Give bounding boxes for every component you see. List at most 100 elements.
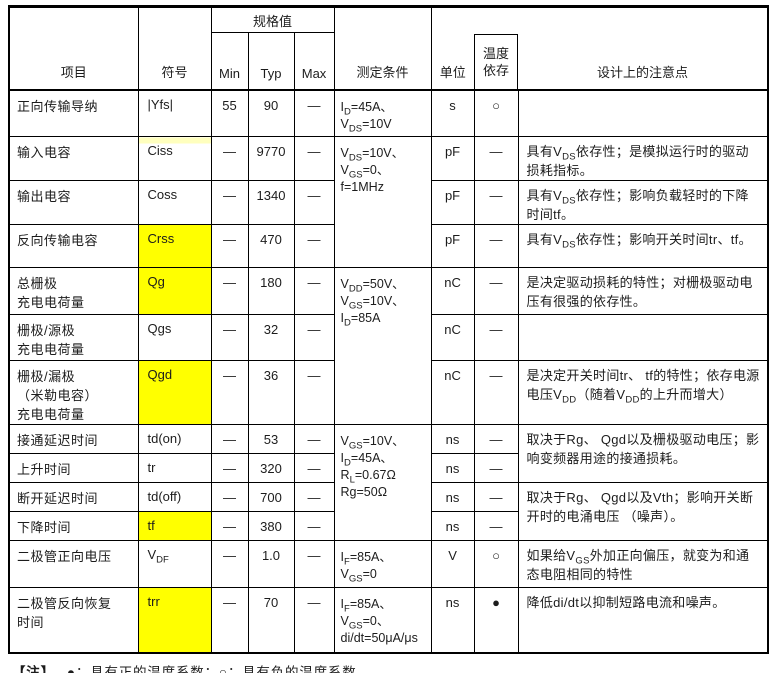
- unit-cell: ns: [430, 587, 475, 653]
- typ-cell: 70: [247, 587, 295, 653]
- conditions-cell: ID=45A、 VDS=10V: [333, 89, 432, 137]
- symbol-cell: |Yfs|: [137, 89, 212, 137]
- symbol-cell: trr: [137, 587, 212, 653]
- max-cell: —: [293, 314, 335, 361]
- max-cell: —: [293, 360, 335, 425]
- table-row: 总栅极 充电电荷量 Qg — 180 — VDD=50V、 VGS=10V、 ID=8…: [8, 267, 769, 425]
- max-cell: —: [293, 540, 335, 588]
- min-cell: —: [210, 136, 249, 181]
- max-cell: —: [293, 587, 335, 653]
- min-cell: —: [210, 314, 249, 361]
- typ-cell: 380: [247, 511, 295, 541]
- unit-cell: ns: [430, 511, 475, 541]
- note-cell: 是决定开关时间tr、 tf的特性；依存电源电压VDD（随着VDD的上升而增大）: [517, 360, 769, 425]
- item-cell: 栅极/漏极 （米勒电容） 充电电荷量: [8, 360, 139, 425]
- note-cell: [517, 89, 769, 137]
- conditions-cell: IF=85A、 VGS=0、 di/dt=50μA/μs: [333, 587, 432, 653]
- col-header-temp-dependence: 温度 依存: [474, 5, 519, 91]
- min-cell: 55: [210, 89, 249, 137]
- table-header-row: 项目 符号 规格值 测定条件 单位 温度 依存 设计上的注意点: [8, 5, 769, 91]
- unit-cell: ns: [430, 424, 475, 454]
- note-cell: 具有VDS依存性；影响负载轻时的下降时间tf。: [517, 180, 769, 225]
- symbol-cell: tf: [137, 511, 212, 541]
- note-cell: 具有VDS依存性；影响开关时间tr、tf。: [517, 224, 769, 268]
- symbol-cell: td(on): [137, 424, 212, 454]
- table-subheader-row: Min Typ Max: [9, 32, 768, 91]
- item-cell: 正向传输导纳: [8, 89, 139, 137]
- table-row: 上升时间 tr — 320 — ns —: [8, 453, 768, 483]
- symbol-cell: VDF: [137, 540, 212, 588]
- typ-cell: 320: [247, 453, 295, 483]
- item-cell: 栅极/源极 充电电荷量: [8, 314, 139, 361]
- unit-cell: nC: [430, 267, 475, 315]
- temp-dependence-header-label: 温度 依存: [483, 45, 510, 78]
- max-cell: —: [293, 511, 335, 541]
- max-cell: —: [293, 180, 335, 225]
- table-row: 接通延迟时间 td(on) — 53 — VGS=10V、 ID=45A、 RL=0…: [8, 424, 769, 541]
- symbol-cell: Qg: [137, 267, 212, 315]
- min-cell: —: [210, 511, 249, 541]
- max-cell: —: [293, 453, 335, 483]
- temp-dependence-cell: ○: [473, 89, 519, 137]
- item-cell: 输入电容: [8, 136, 139, 181]
- temp-dependence-header-box: 温度 依存: [474, 33, 519, 88]
- min-cell: —: [210, 360, 249, 425]
- temp-dependence-cell: —: [473, 482, 519, 512]
- spec-table: 项目 符号 规格值 测定条件 单位 温度 依存 设计上的注意点 Min Typ M…: [8, 5, 770, 654]
- unit-cell: pF: [430, 224, 475, 268]
- col-header-conditions: 测定条件: [333, 6, 432, 91]
- typ-cell: 36: [247, 360, 295, 425]
- min-cell: —: [210, 540, 249, 588]
- unit-cell: nC: [430, 360, 475, 425]
- item-cell: 断开延迟时间: [8, 482, 139, 512]
- temp-dependence-cell: —: [473, 267, 519, 315]
- table-row: 输出电容 Coss — 1340 — pF — 具有VDS依存性；影响负载轻时的…: [8, 180, 769, 225]
- symbol-cell: Qgs: [137, 314, 212, 361]
- col-header-unit: 单位: [430, 6, 475, 91]
- col-header-max: Max: [293, 32, 335, 91]
- typ-cell: 180: [247, 267, 295, 315]
- temp-dependence-cell: —: [473, 453, 519, 483]
- conditions-cell-merged: VDS=10V、 VGS=0、 f=1MHz: [333, 136, 432, 268]
- footnote-text: ●：具有正的温度系数；○：具有负的温度系数。: [66, 664, 371, 673]
- conditions-cell: IF=85A、 VGS=0: [333, 540, 432, 588]
- typ-cell: 700: [247, 482, 295, 512]
- item-cell: 下降时间: [8, 511, 139, 541]
- typ-cell: 1340: [247, 180, 295, 225]
- temp-dependence-cell: —: [473, 511, 519, 541]
- unit-cell: pF: [430, 136, 475, 181]
- min-cell: —: [210, 482, 249, 512]
- item-cell: 总栅极 充电电荷量: [8, 267, 139, 315]
- table-row: 输入电容 Ciss — 9770 — VDS=10V、 VGS=0、 f=1MHz …: [8, 136, 769, 268]
- footnote-label: 【注】: [12, 664, 55, 673]
- symbol-cell: tr: [137, 453, 212, 483]
- footnote: 【注】 ●：具有正的温度系数；○：具有负的温度系数。: [12, 661, 775, 673]
- col-header-typ: Typ: [247, 32, 295, 91]
- symbol-cell: Coss: [137, 180, 212, 225]
- table-row: 二极管正向电压 VDF — 1.0 — IF=85A、 VGS=0 V ○ 如果给…: [8, 540, 769, 588]
- unit-cell: pF: [430, 180, 475, 225]
- typ-cell: 32: [247, 314, 295, 361]
- temp-dependence-cell: —: [473, 314, 519, 361]
- symbol-cell: Crss: [137, 224, 212, 268]
- table-row: 正向传输导纳 |Yfs| 55 90 — ID=45A、 VDS=10V s ○: [8, 89, 769, 137]
- temp-dependence-cell: —: [473, 424, 519, 454]
- temp-dependence-cell: —: [473, 224, 519, 268]
- item-cell: 输出电容: [8, 180, 139, 225]
- table-row: 栅极/源极 充电电荷量 Qgs — 32 — nC —: [8, 314, 769, 361]
- min-cell: —: [210, 424, 249, 454]
- note-cell: 如果给VGS外加正向偏压，就变为和通态电阻相同的特性: [517, 540, 769, 588]
- table-row: 断开延迟时间 td(off) — 700 — ns — 取决于Rg、 Qgd以及…: [8, 482, 769, 541]
- col-header-symbol: 符号: [137, 6, 212, 91]
- table-row: 二极管反向恢复 时间 trr — 70 — IF=85A、 VGS=0、 di/dt=…: [8, 587, 769, 653]
- max-cell: —: [293, 482, 335, 512]
- typ-cell: 1.0: [247, 540, 295, 588]
- conditions-cell-merged: VDD=50V、 VGS=10V、 ID=85A: [333, 267, 432, 425]
- typ-cell: 9770: [247, 136, 295, 181]
- max-cell: —: [293, 267, 335, 315]
- symbol-cell: td(off): [137, 482, 212, 512]
- col-header-spec-group: 规格值: [210, 6, 335, 33]
- unit-cell: ns: [430, 453, 475, 483]
- temp-dependence-cell: —: [473, 136, 519, 181]
